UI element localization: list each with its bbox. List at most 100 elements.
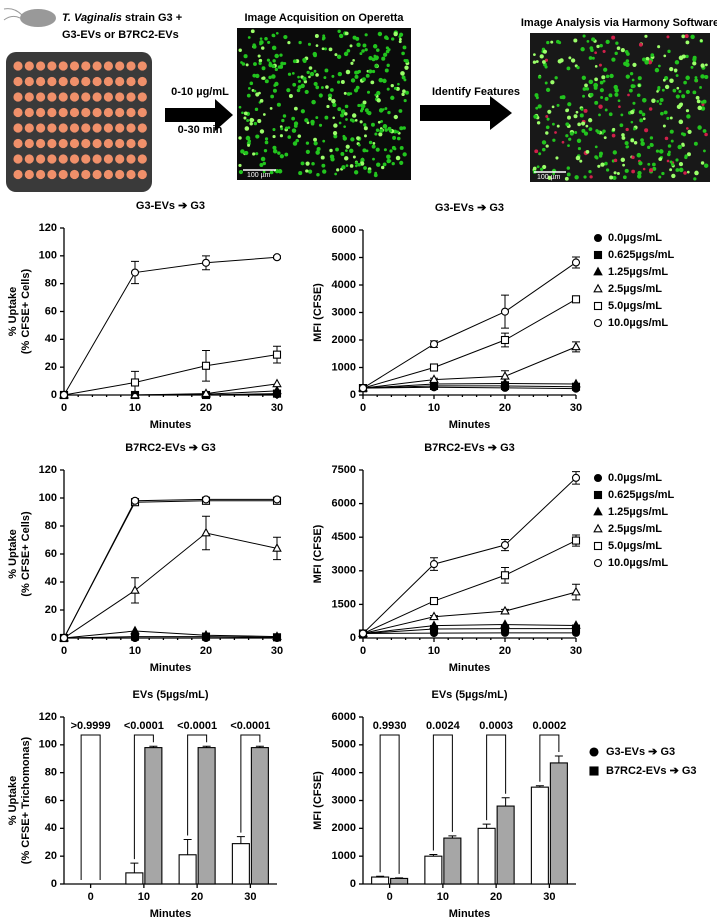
cell bbox=[594, 65, 598, 68]
series-line bbox=[362, 591, 577, 635]
cell bbox=[647, 60, 653, 65]
cell bbox=[683, 80, 687, 85]
well bbox=[13, 169, 23, 180]
cell bbox=[315, 116, 319, 120]
cell bbox=[685, 40, 690, 45]
cell bbox=[363, 126, 368, 131]
y-tick-label: 100 bbox=[39, 492, 57, 504]
cell bbox=[255, 152, 259, 156]
cell bbox=[332, 130, 338, 136]
legend-label: 2.5µgs/mL bbox=[608, 523, 662, 535]
cell bbox=[357, 143, 361, 147]
bar bbox=[496, 805, 515, 885]
y-tick-label: 120 bbox=[39, 464, 57, 476]
legend-marker bbox=[593, 266, 603, 276]
cell bbox=[247, 87, 251, 90]
cell bbox=[588, 127, 593, 131]
cell bbox=[329, 148, 333, 153]
cell bbox=[372, 44, 378, 49]
cell bbox=[370, 122, 375, 127]
cell bbox=[625, 62, 630, 68]
cell bbox=[664, 136, 669, 141]
cell bbox=[335, 147, 339, 152]
well bbox=[58, 107, 68, 118]
cell bbox=[300, 109, 305, 114]
bar bbox=[144, 747, 163, 885]
significance-bracket bbox=[80, 734, 101, 880]
cell bbox=[537, 104, 542, 109]
well bbox=[69, 92, 80, 102]
series-line bbox=[63, 630, 278, 639]
cell bbox=[258, 58, 263, 63]
legend-label: 10.0µgs/mL bbox=[608, 317, 668, 329]
y-axis-label: MFI (CFSE) bbox=[312, 524, 324, 583]
x-tick-label: 0 bbox=[61, 402, 67, 414]
cell bbox=[345, 118, 348, 121]
well bbox=[137, 154, 147, 164]
cell bbox=[656, 99, 660, 103]
cell bbox=[699, 39, 703, 43]
point bbox=[130, 496, 140, 505]
cell bbox=[583, 175, 587, 179]
cell bbox=[536, 165, 540, 169]
cell bbox=[398, 109, 403, 113]
micrograph bbox=[237, 28, 411, 180]
identify-label: Identify Features bbox=[432, 86, 520, 98]
y-tick-label: 100 bbox=[39, 250, 57, 262]
cell bbox=[603, 67, 608, 72]
cell bbox=[392, 135, 397, 140]
cell bbox=[597, 164, 601, 168]
cell bbox=[642, 117, 646, 121]
series-line bbox=[362, 262, 577, 389]
p-value: <0.0001 bbox=[124, 720, 164, 732]
y-tick-label: 80 bbox=[45, 278, 57, 290]
cell bbox=[269, 170, 274, 175]
cell bbox=[351, 113, 357, 118]
legend-marker bbox=[589, 766, 599, 776]
cell bbox=[378, 132, 383, 137]
cell bbox=[322, 139, 326, 143]
cell bbox=[393, 31, 398, 37]
point bbox=[429, 596, 439, 606]
cell bbox=[532, 60, 537, 64]
cell bbox=[297, 75, 300, 79]
cell bbox=[304, 89, 309, 95]
cell bbox=[631, 78, 635, 82]
p-value: <0.0001 bbox=[230, 720, 270, 732]
y-tick-label: 100 bbox=[39, 739, 57, 751]
cell bbox=[252, 43, 256, 47]
well bbox=[103, 92, 113, 102]
y-tick-label: 4500 bbox=[332, 531, 356, 543]
cell bbox=[246, 119, 250, 123]
cell bbox=[667, 144, 672, 148]
cell bbox=[678, 89, 682, 94]
point bbox=[500, 619, 510, 628]
cell bbox=[648, 107, 653, 111]
cell bbox=[362, 43, 367, 48]
cell bbox=[362, 148, 367, 153]
cell bbox=[579, 159, 583, 163]
cell bbox=[662, 78, 666, 82]
y-tick-label: 6000 bbox=[332, 224, 356, 236]
cell bbox=[257, 54, 261, 58]
cell bbox=[545, 87, 551, 92]
cell bbox=[657, 64, 661, 68]
cell bbox=[632, 62, 637, 68]
cell bbox=[266, 58, 270, 62]
cell bbox=[681, 94, 686, 99]
cell bbox=[279, 154, 284, 159]
well bbox=[24, 169, 34, 180]
arrow bbox=[420, 96, 512, 130]
cell bbox=[384, 107, 388, 110]
cell bbox=[254, 107, 259, 112]
cell bbox=[298, 40, 302, 45]
dose-label: 0-10 µg/mL bbox=[171, 86, 229, 98]
well bbox=[47, 123, 57, 133]
cell bbox=[277, 151, 281, 155]
cell bbox=[305, 141, 310, 145]
cell bbox=[678, 102, 683, 107]
y-tick-label: 3000 bbox=[332, 565, 356, 577]
legend-label: B7RC2-EVs ➔ G3 bbox=[606, 765, 697, 777]
cell bbox=[655, 149, 660, 153]
cell bbox=[243, 111, 248, 116]
